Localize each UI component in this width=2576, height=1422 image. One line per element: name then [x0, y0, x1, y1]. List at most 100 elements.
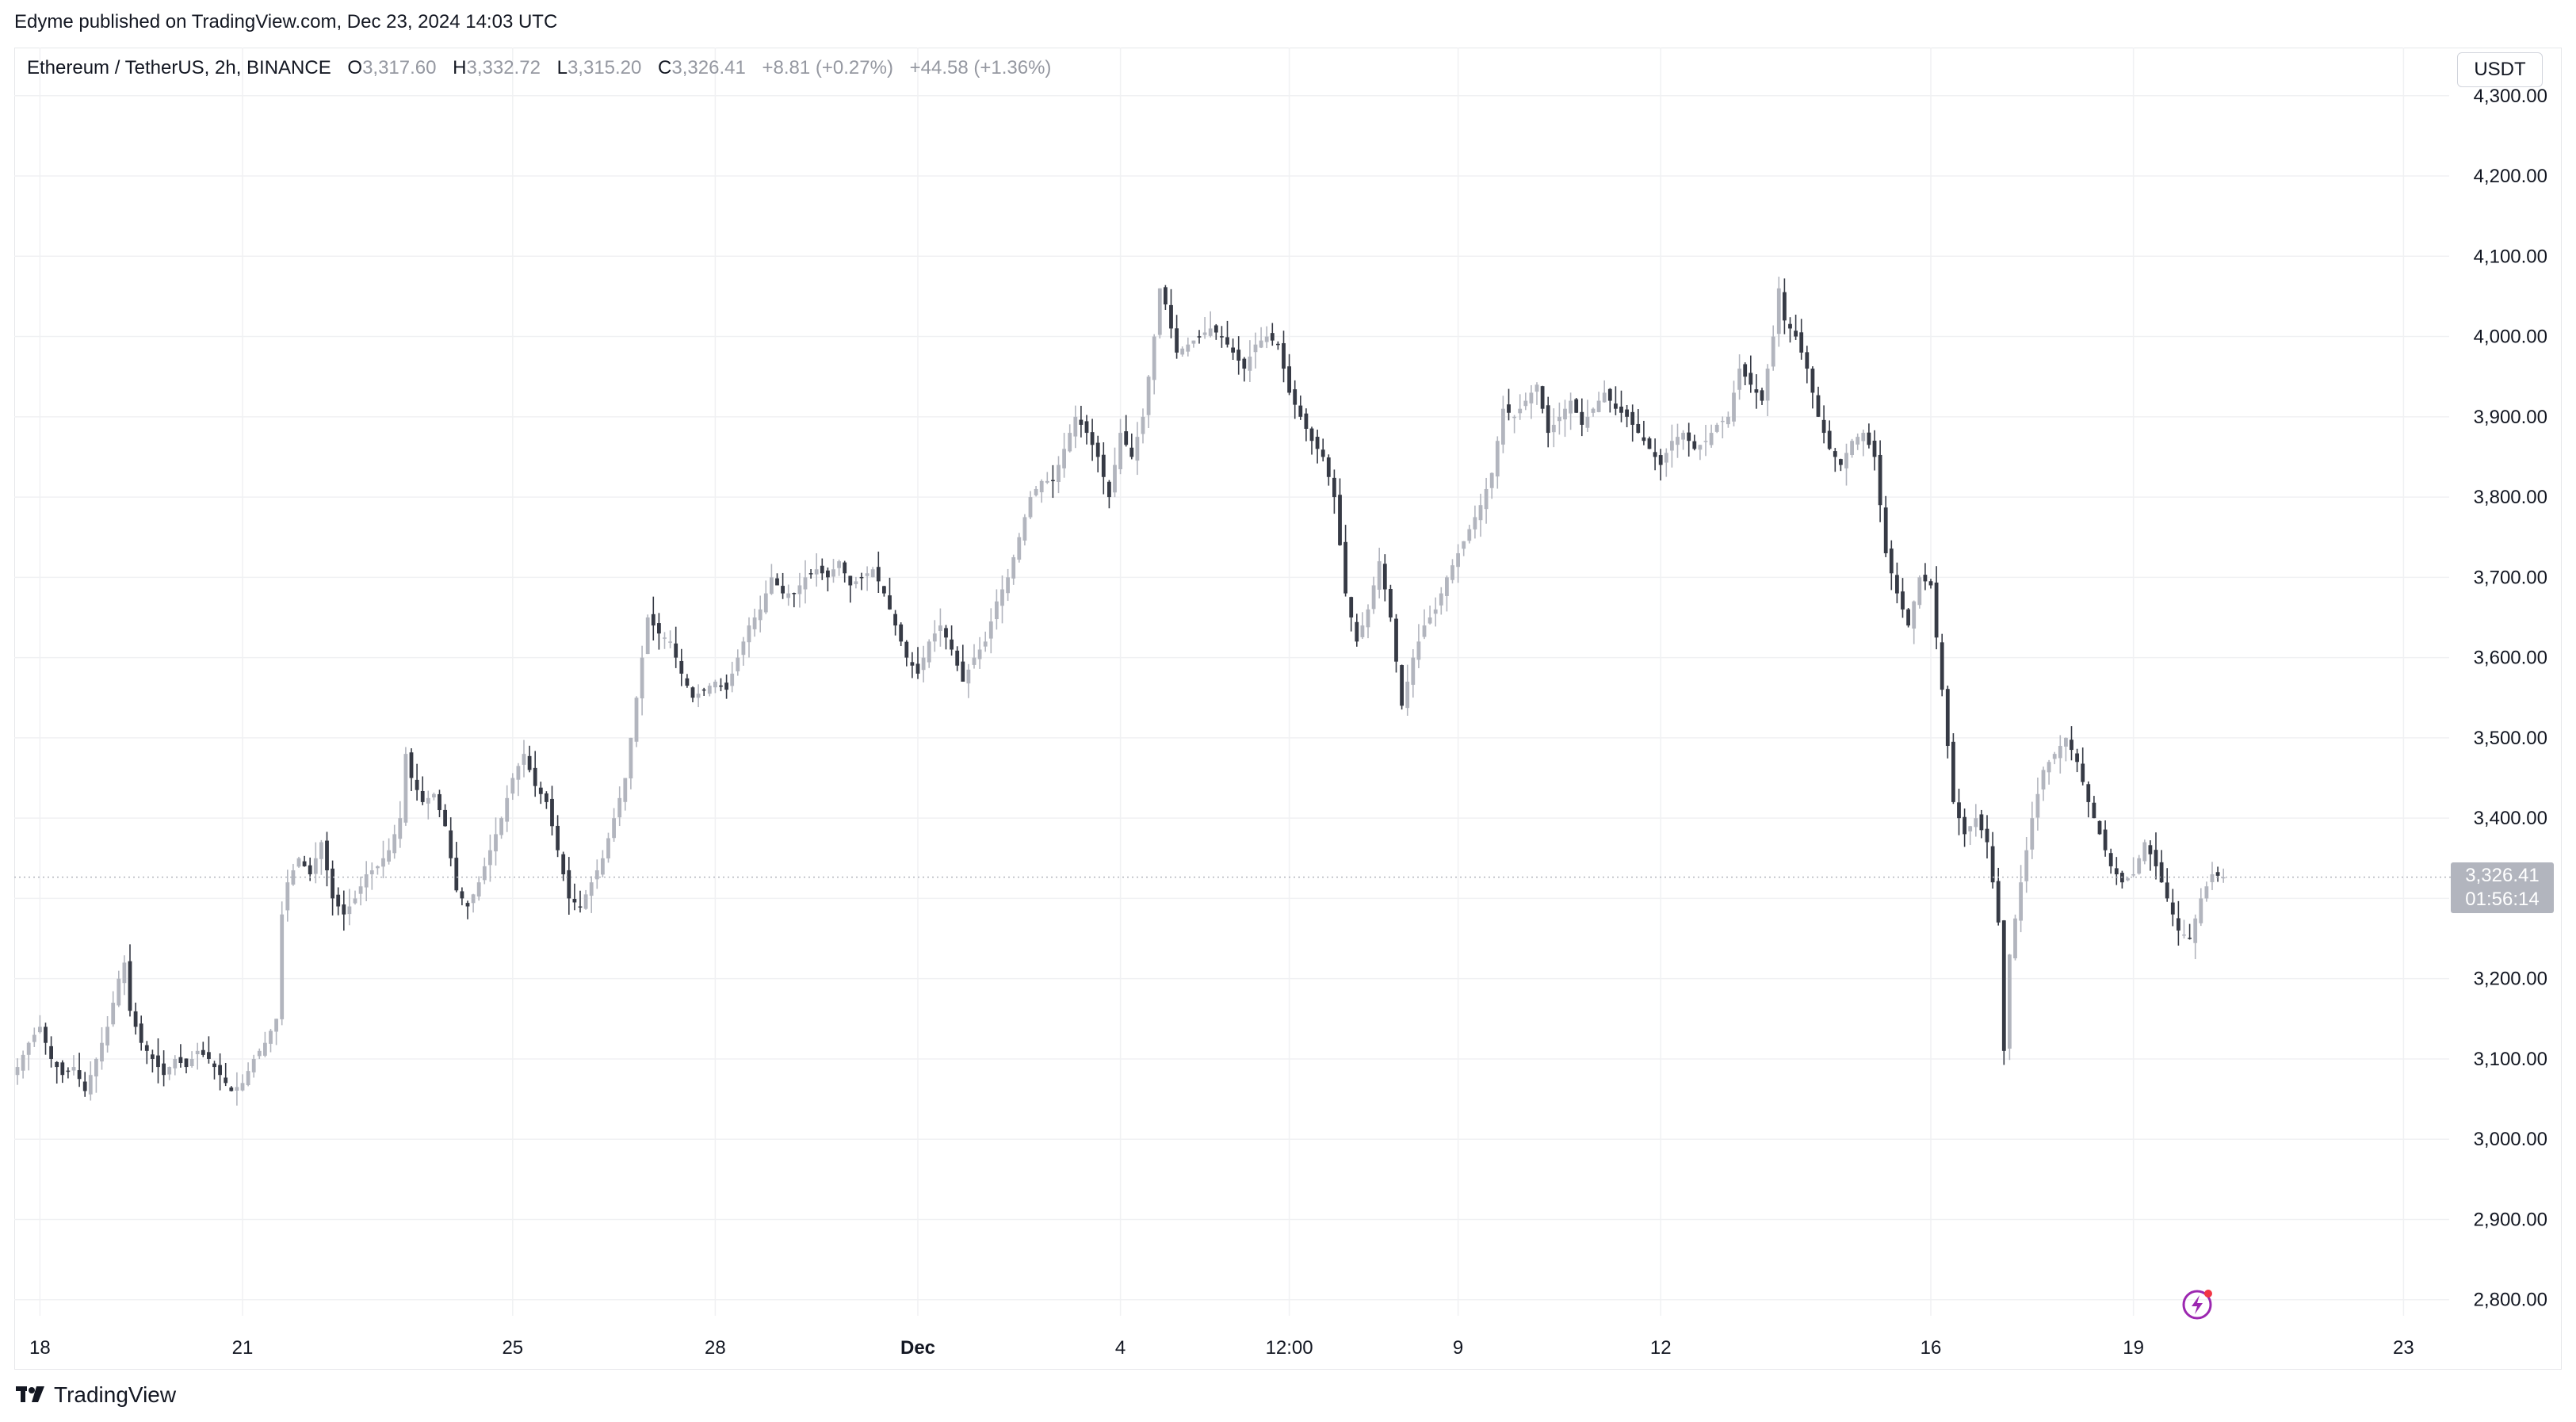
- candle-body: [668, 641, 672, 643]
- candle-body: [961, 661, 965, 682]
- candle-body: [775, 578, 779, 586]
- candle-body: [1141, 416, 1145, 434]
- brand-name: TradingView: [54, 1382, 177, 1407]
- candle-body: [1732, 392, 1736, 422]
- candle-body: [398, 818, 403, 839]
- candle-body: [133, 1011, 138, 1027]
- candle-body: [381, 858, 385, 867]
- candle-body: [752, 617, 757, 629]
- tradingview-logo[interactable]: TradingView: [16, 1382, 176, 1408]
- candle-body: [2064, 737, 2068, 747]
- candle-body: [1653, 452, 1657, 457]
- candle-body: [358, 886, 363, 894]
- candle-body: [1850, 441, 1854, 455]
- candle-body: [797, 585, 802, 594]
- candle-body: [1557, 416, 1561, 422]
- low-label: L: [556, 57, 568, 78]
- chart-frame[interactable]: [14, 48, 2562, 1370]
- candle-body: [567, 870, 571, 899]
- candle-body: [1287, 366, 1291, 393]
- candle-body: [1220, 336, 1224, 338]
- published-header: Edyme published on TradingView.com, Dec …: [14, 11, 558, 32]
- candle-body: [696, 694, 701, 698]
- symbol-name[interactable]: Ethereum / TetherUS, 2h, BINANCE: [27, 57, 331, 78]
- open-value: 3,317.60: [362, 57, 437, 78]
- candle-body: [1703, 441, 1708, 442]
- candle-body: [1619, 407, 1623, 413]
- candle-body: [674, 643, 678, 658]
- candle-body: [2001, 920, 2006, 1051]
- candle-body: [921, 657, 926, 671]
- candle-body: [988, 621, 993, 639]
- candle-body: [2215, 872, 2220, 876]
- axes: 2,800.00 2,900.00 3,000.00 3,100.00 3,200.00…: [14, 86, 2547, 1359]
- candle-body: [741, 641, 746, 656]
- candle-body: [269, 1030, 273, 1044]
- candle-body: [1450, 565, 1454, 580]
- candle-body: [556, 825, 560, 851]
- candle-body: [1754, 389, 1759, 393]
- candle-body: [713, 682, 717, 688]
- y-tick-label: 2,800.00: [2474, 1290, 2547, 1311]
- candle-body: [1276, 343, 1280, 346]
- candle-body: [2047, 762, 2051, 773]
- candle-body: [1912, 601, 1917, 629]
- candle-body: [1844, 453, 1848, 468]
- candle-body: [1439, 593, 1443, 606]
- candle-body: [77, 1070, 82, 1080]
- candle-body: [1698, 445, 1703, 450]
- candle-body: [1084, 421, 1089, 434]
- candle-body: [1607, 388, 1612, 401]
- candle-body: [263, 1042, 267, 1056]
- candle-body: [1569, 400, 1573, 414]
- candle-body: [1901, 591, 1905, 610]
- candle-body: [415, 779, 419, 790]
- candle-body: [803, 577, 808, 590]
- candle-body: [966, 669, 971, 684]
- candle-body: [1585, 416, 1590, 428]
- candle-body: [1489, 472, 1494, 488]
- candle-body: [612, 818, 616, 839]
- lightning-bolt-icon[interactable]: [2180, 1286, 2216, 1322]
- candle-body: [2131, 874, 2135, 876]
- candle-body: [522, 754, 526, 765]
- candle-body: [1794, 331, 1798, 337]
- candle-body: [2193, 918, 2198, 943]
- candle-body: [1658, 455, 1663, 465]
- candle-body: [1355, 621, 1359, 642]
- candle-body: [1923, 575, 1928, 582]
- candle-body: [151, 1054, 155, 1059]
- candle-body: [1974, 818, 1978, 828]
- candle-body: [319, 842, 323, 859]
- y-tick-label: 3,600.00: [2474, 648, 2547, 669]
- candle-body: [2013, 918, 2017, 958]
- candle-body: [1473, 517, 1477, 529]
- candle-body: [1906, 609, 1910, 626]
- candle-body: [1225, 337, 1229, 345]
- candle-body: [1208, 328, 1213, 336]
- candle-body: [685, 678, 690, 686]
- candle-body: [1057, 464, 1061, 483]
- candle-body: [1737, 369, 1741, 390]
- candle-body: [1467, 529, 1472, 541]
- candle-body: [1073, 416, 1078, 437]
- candle-body: [100, 1042, 104, 1062]
- candle-body: [409, 752, 414, 778]
- candle-body: [162, 1063, 166, 1076]
- candle-body: [594, 870, 599, 880]
- y-tick-label: 4,300.00: [2474, 86, 2547, 107]
- candle-body: [285, 882, 290, 911]
- candle-body: [932, 633, 937, 642]
- candle-body: [2092, 802, 2096, 819]
- candle-body: [1248, 356, 1252, 371]
- currency-button[interactable]: USDT: [2457, 52, 2543, 87]
- candle-body: [1360, 625, 1365, 637]
- candle-body: [21, 1054, 25, 1071]
- candle-body: [516, 766, 521, 780]
- candle-body: [792, 593, 797, 594]
- candle-body: [606, 838, 610, 858]
- candle-body: [578, 906, 583, 908]
- candle-body: [60, 1062, 65, 1076]
- candle-body: [1068, 433, 1072, 452]
